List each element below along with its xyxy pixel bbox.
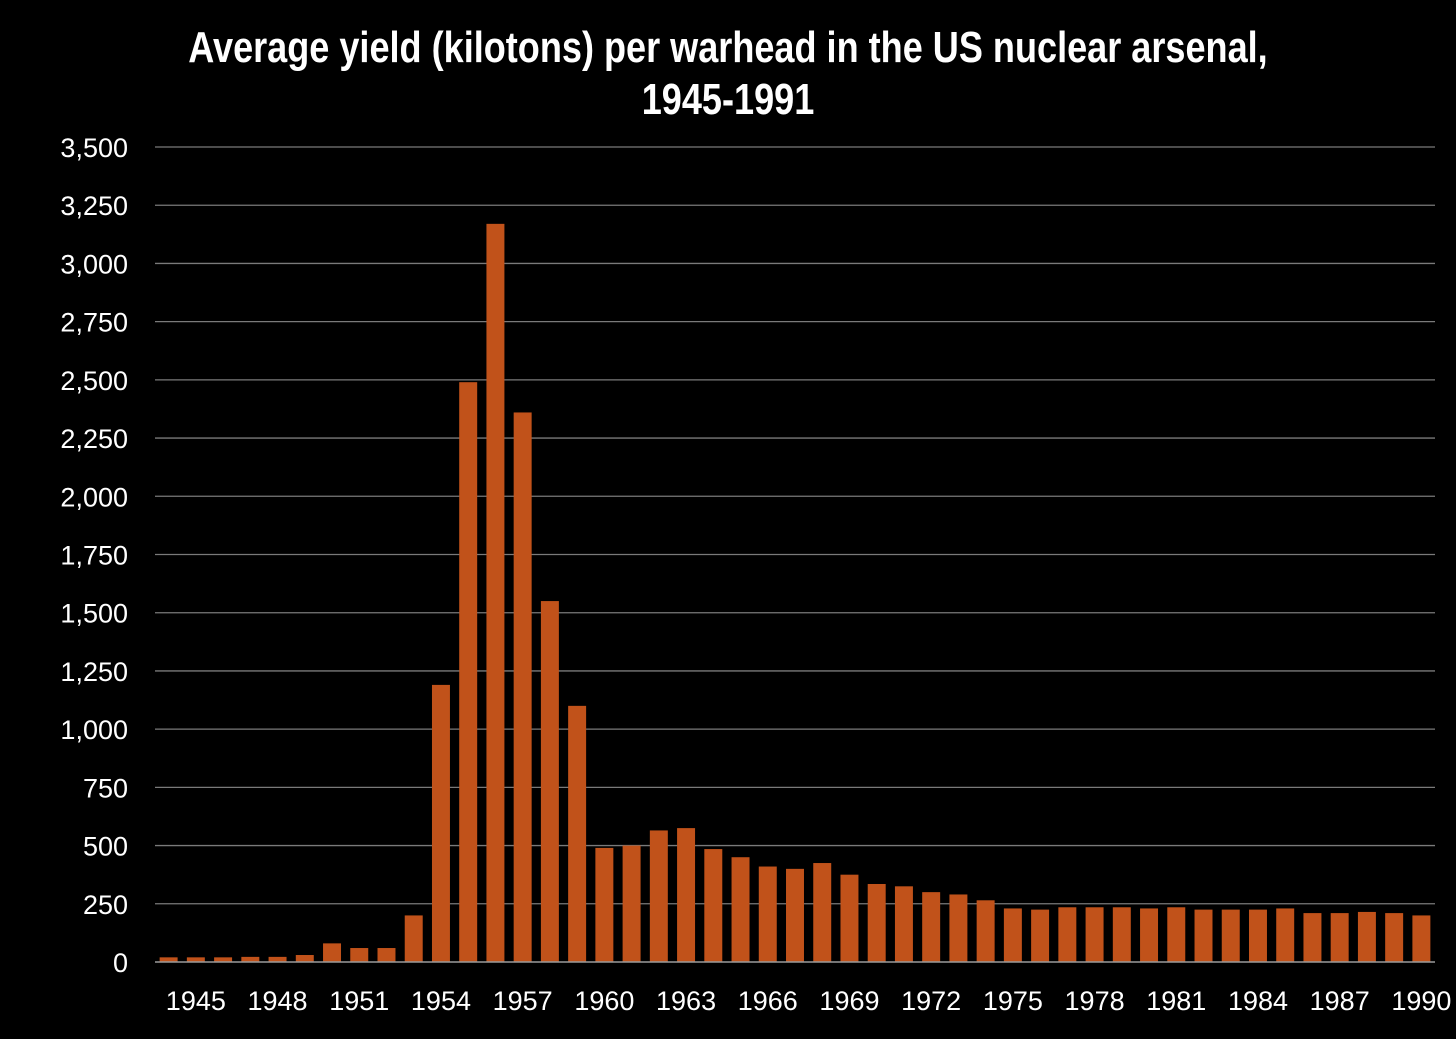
- bar-1976: [1003, 908, 1022, 962]
- chart-title-line-1: Average yield (kilotons) per warhead in …: [188, 23, 1268, 72]
- bar-1956: [459, 382, 478, 963]
- x-tick-label: 1966: [738, 986, 798, 1016]
- bar-1954: [404, 915, 423, 962]
- x-tick-label: 1948: [248, 986, 308, 1016]
- bar-1945: [159, 957, 178, 962]
- y-tick-label: 1,500: [60, 599, 128, 629]
- bar-1946: [186, 957, 205, 962]
- bar-1968: [786, 868, 804, 962]
- bars: [159, 223, 1431, 963]
- x-tick-label: 1972: [901, 986, 961, 1016]
- y-tick-label: 2,250: [60, 424, 128, 454]
- y-tick-label: 3,250: [60, 191, 128, 221]
- bar-1960: [568, 705, 587, 962]
- chart-title-line-2: 1945-1991: [641, 75, 815, 124]
- bar-1966: [731, 857, 750, 962]
- bar-1980: [1112, 907, 1131, 962]
- bar-1955: [431, 684, 450, 962]
- bar-1951: [323, 943, 342, 962]
- x-tick-label: 1951: [329, 986, 389, 1016]
- bar-1957: [486, 223, 505, 963]
- bar-1972: [894, 886, 913, 962]
- y-tick-label: 3,500: [60, 133, 128, 163]
- x-tick-label: 1954: [411, 986, 471, 1016]
- bar-1949: [268, 956, 287, 962]
- y-axis: 0 250 500 750 1,000 1,250 1,500 1,750 2,000 2,250…: [60, 133, 128, 978]
- x-tick-label: 1963: [656, 986, 716, 1016]
- bar-1982: [1167, 907, 1186, 962]
- bar-1974: [949, 894, 968, 962]
- bar-1969: [813, 863, 832, 962]
- chart-title: Average yield (kilotons) per warhead in …: [131, 22, 1325, 126]
- bar-1963: [649, 830, 668, 962]
- x-tick-label: 1957: [493, 986, 553, 1016]
- x-tick-label: 1975: [983, 986, 1043, 1016]
- x-tick-label: 1990: [1391, 986, 1451, 1016]
- bar-1962: [622, 845, 641, 962]
- x-tick-label: 1960: [574, 986, 634, 1016]
- bar-1971: [867, 883, 886, 962]
- bar-1952: [350, 948, 369, 962]
- x-tick-label: 1981: [1146, 986, 1206, 1016]
- bar-1989: [1357, 911, 1376, 962]
- bar-1986: [1276, 908, 1295, 962]
- y-tick-label: 2,500: [60, 366, 128, 396]
- x-tick-label: 1987: [1310, 986, 1370, 1016]
- bar-1984: [1221, 909, 1240, 962]
- x-tick-label: 1984: [1228, 986, 1288, 1016]
- bar-1975: [976, 900, 995, 962]
- bar-1979: [1085, 907, 1104, 962]
- y-tick-label: 2,000: [60, 482, 128, 512]
- y-tick-label: 250: [83, 890, 128, 920]
- bar-1978: [1058, 907, 1077, 962]
- bar-1988: [1330, 913, 1349, 962]
- bar-1948: [241, 956, 260, 962]
- y-tick-label: 1,000: [60, 715, 128, 745]
- bar-1947: [214, 957, 233, 962]
- bar-1987: [1303, 913, 1322, 962]
- bar-1961: [595, 847, 614, 962]
- y-tick-label: 500: [83, 832, 128, 862]
- y-tick-label: 750: [83, 773, 128, 803]
- y-tick-label: 1,250: [60, 657, 128, 687]
- bar-1953: [377, 948, 396, 962]
- x-axis: 1945 1948 1951 1954 1957 1960 1963 1966 1969 1972…: [155, 961, 1451, 1016]
- bar-1970: [840, 874, 859, 962]
- bar-1983: [1194, 909, 1213, 962]
- bar-1967: [758, 866, 777, 962]
- gridlines: [155, 146, 1435, 905]
- bar-1990: [1385, 913, 1404, 962]
- bar-1958: [513, 412, 532, 962]
- bar-1964: [677, 828, 696, 962]
- bar-1981: [1140, 908, 1159, 962]
- x-tick-label: 1969: [819, 986, 879, 1016]
- bar-1985: [1248, 909, 1267, 962]
- bar-1950: [295, 955, 314, 962]
- y-tick-label: 2,750: [60, 308, 128, 338]
- bar-1959: [540, 601, 559, 962]
- bar-1965: [704, 849, 723, 962]
- x-tick-label: 1978: [1065, 986, 1125, 1016]
- y-tick-label: 0: [113, 948, 128, 978]
- bar-1977: [1031, 909, 1050, 962]
- y-tick-label: 3,000: [60, 249, 128, 279]
- bar-1991: [1412, 915, 1431, 962]
- x-tick-label: 1945: [166, 986, 226, 1016]
- y-tick-label: 1,750: [60, 541, 128, 571]
- bar-1973: [922, 892, 941, 962]
